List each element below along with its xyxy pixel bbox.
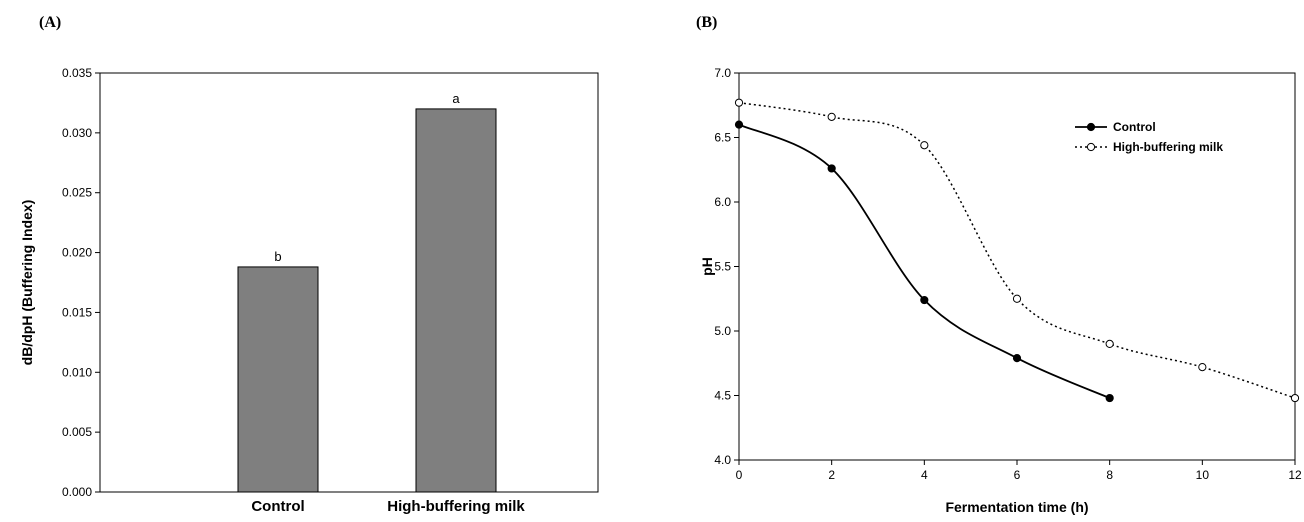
y-tick-label: 5.5 <box>714 260 731 274</box>
data-point <box>1012 353 1022 363</box>
x-tick-label: 10 <box>1196 468 1210 482</box>
data-point <box>920 295 929 305</box>
y-tick-label: 0.005 <box>62 425 92 439</box>
y-tick-label: 4.0 <box>714 453 731 467</box>
significance-label: b <box>274 249 281 264</box>
data-point <box>827 112 836 121</box>
y-tick-label: 0.030 <box>62 126 92 140</box>
x-tick-label: 2 <box>828 468 835 482</box>
bar <box>237 266 319 493</box>
data-point <box>827 164 836 173</box>
y-tick-label: 6.5 <box>714 131 731 145</box>
significance-label: a <box>452 91 460 106</box>
bar <box>415 108 497 493</box>
y-tick-label: 0.035 <box>62 66 92 80</box>
data-point <box>734 120 744 129</box>
plot-frame <box>99 72 599 493</box>
x-tick-label: 8 <box>1106 468 1113 482</box>
series-line-control <box>738 123 1111 399</box>
data-point <box>920 141 929 150</box>
data-point <box>734 98 744 107</box>
x-tick-label: 0 <box>736 468 743 482</box>
data-point <box>1105 339 1114 348</box>
legend-marker <box>1086 142 1096 152</box>
y-tick-label: 4.5 <box>714 389 731 403</box>
plot-frame <box>738 72 1296 461</box>
x-tick-label: 12 <box>1288 468 1302 482</box>
x-tick-label: 6 <box>1014 468 1021 482</box>
y-tick-label: 5.0 <box>714 324 731 338</box>
y-tick-label: 6.0 <box>714 195 731 209</box>
legend-label: Control <box>1113 120 1156 134</box>
y-tick-label: 0.000 <box>62 485 92 499</box>
data-point <box>1290 393 1300 403</box>
x-axis-label: Fermentation time (h) <box>945 499 1088 515</box>
category-label: High-buffering milk <box>387 498 525 515</box>
y-tick-label: 0.025 <box>62 186 92 200</box>
legend-marker <box>1086 122 1096 132</box>
y-tick-label: 7.0 <box>714 66 731 80</box>
legend-label: High-buffering milk <box>1113 140 1223 154</box>
data-point <box>1105 393 1114 403</box>
y-axis-label: pH <box>699 257 715 276</box>
x-tick-label: 4 <box>921 468 928 482</box>
category-label: Control <box>251 498 304 515</box>
panel-a-label: (A) <box>39 14 62 31</box>
panel-b-label: (B) <box>696 14 718 31</box>
y-tick-label: 0.020 <box>62 246 92 260</box>
y-tick-label: 0.010 <box>62 365 92 379</box>
y-axis-label: dB/dpH (Buffering Index) <box>19 200 35 366</box>
data-point <box>1198 363 1207 372</box>
y-tick-label: 0.015 <box>62 305 92 319</box>
data-point <box>1012 294 1022 303</box>
